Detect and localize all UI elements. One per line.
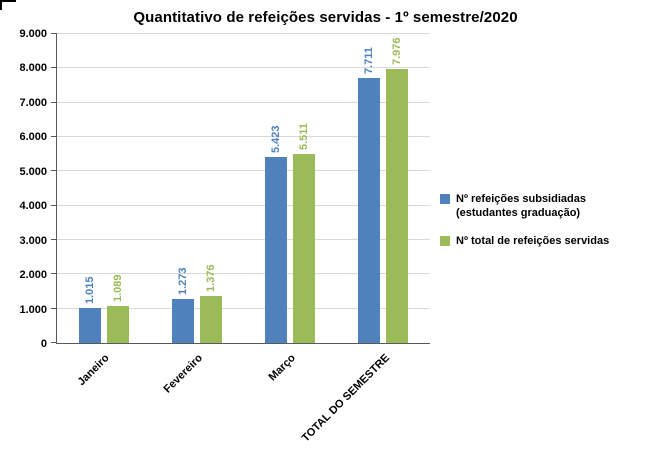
- gridline: [57, 136, 430, 137]
- gridline: [57, 67, 430, 69]
- gridline: [57, 170, 430, 172]
- y-axis-tick-mark: [51, 307, 57, 309]
- y-axis-tick-mark: [51, 33, 57, 34]
- bar-series-1: 7.711: [358, 47, 381, 343]
- y-axis: 0 1.000 2.000 3.000 4.000 5.000 6.000 7.000 8.00…: [8, 28, 56, 350]
- bar-series-1: 1.015: [78, 277, 101, 343]
- plot-area: 1.015 1.089 1.273 1.376 5.423 5.511 7.711 7.976: [51, 33, 430, 344]
- y-axis-label: 8.000: [19, 62, 47, 75]
- chart-title: Quantitativo de refeições servidas - 1º …: [133, 9, 518, 26]
- x-axis-label: TOTAL DO SEMESTRE: [299, 352, 392, 445]
- y-axis-label: 6.000: [19, 131, 47, 144]
- legend-item: Nº refeições subsidiadas (estudantes gra…: [440, 192, 647, 221]
- y-axis-tick-mark: [51, 342, 57, 343]
- data-label: 5.423: [270, 125, 283, 153]
- bar-series-1: 1.273: [171, 268, 194, 343]
- bar-series-2: 7.976: [386, 38, 409, 343]
- bar-series-2: 1.089: [106, 274, 129, 343]
- gridline: [57, 204, 430, 206]
- data-label: 7.976: [391, 37, 404, 66]
- bar-series-1: 5.423: [265, 125, 288, 343]
- y-axis-label: 7.000: [19, 96, 47, 109]
- y-axis-tick-mark: [51, 204, 57, 206]
- bar-series-2: 5.511: [293, 123, 316, 343]
- y-axis-tick-mark: [51, 136, 57, 137]
- legend-label: Nº total de refeições servidas: [456, 234, 610, 247]
- y-axis-label: 4.000: [19, 200, 47, 213]
- y-axis-tick-mark: [51, 101, 57, 103]
- data-label: 1.015: [83, 276, 96, 305]
- x-axis: Janeiro Fevereiro Março TOTAL DO SEMESTRE: [56, 344, 430, 446]
- bars-layer: 1.015 1.089 1.273 1.376 5.423 5.511 7.711 7.976: [57, 34, 430, 343]
- y-axis-label: 0: [40, 338, 47, 350]
- bar-group: 7.711 7.976: [337, 34, 430, 343]
- y-axis-label: 3.000: [19, 234, 47, 247]
- data-label: 5.511: [298, 122, 311, 150]
- legend-swatch: [440, 235, 450, 246]
- gridline: [57, 33, 430, 34]
- plot-row: 0 1.000 2.000 3.000 4.000 5.000 6.000 7.000 8.00…: [8, 28, 430, 350]
- plot-column: 0 1.000 2.000 3.000 4.000 5.000 6.000 7.000 8.00…: [8, 28, 430, 446]
- data-label: 7.711: [363, 47, 376, 75]
- y-axis-tick-mark: [51, 67, 57, 69]
- bar-group: 1.015 1.089: [57, 34, 150, 343]
- corner-artifact: [0, 0, 16, 10]
- bar-group: 5.423 5.511: [244, 34, 337, 343]
- data-label: 1.089: [111, 274, 124, 302]
- legend-item: Nº total de refeições servidas: [440, 234, 647, 248]
- legend-swatch: [440, 194, 450, 205]
- data-label: 1.376: [204, 264, 217, 292]
- y-axis-label: 1.000: [19, 303, 47, 316]
- y-axis-tick-mark: [51, 170, 57, 172]
- y-axis-tick-mark: [51, 273, 57, 275]
- y-axis-label: 5.000: [19, 165, 47, 178]
- x-axis-label: Março: [266, 352, 299, 384]
- x-axis-label: Fevereiro: [161, 352, 205, 396]
- gridline: [57, 273, 430, 275]
- legend: Nº refeições subsidiadas (estudantes gra…: [430, 14, 651, 426]
- y-axis-label: 9.000: [19, 28, 47, 40]
- x-axis-label: Janeiro: [75, 352, 112, 389]
- bar-series-2: 1.376: [199, 264, 222, 343]
- gridline: [57, 239, 430, 240]
- chart-body: 0 1.000 2.000 3.000 4.000 5.000 6.000 7.000 8.00…: [8, 28, 651, 446]
- gridline: [57, 307, 430, 309]
- y-axis-tick-mark: [51, 239, 57, 240]
- gridline: [57, 101, 430, 103]
- legend-label: Nº refeições subsidiadas (estudantes gra…: [456, 193, 586, 220]
- bar-group: 1.273 1.376: [150, 34, 243, 343]
- data-label: 1.273: [176, 267, 189, 296]
- y-axis-label: 2.000: [19, 269, 47, 282]
